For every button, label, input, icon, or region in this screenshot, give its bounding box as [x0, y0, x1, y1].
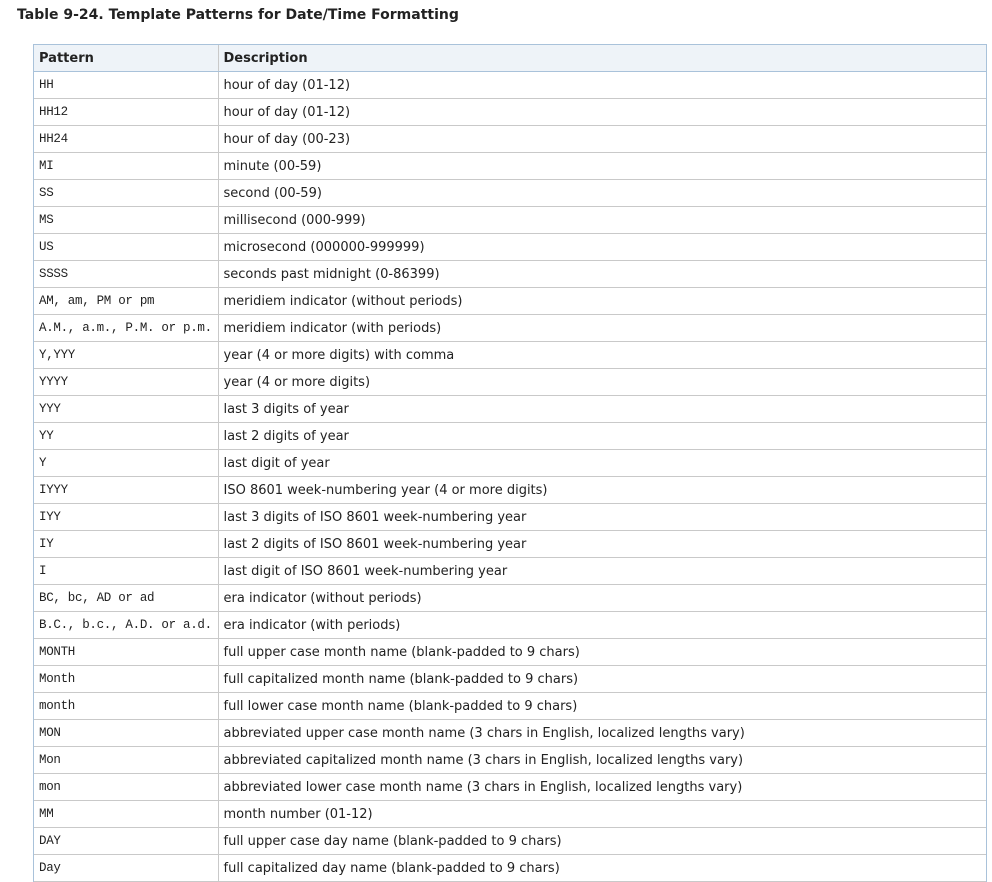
description-cell: era indicator (with periods) [218, 611, 986, 639]
table-title: Table 9-24. Template Patterns for Date/T… [17, 7, 459, 23]
description-cell: hour of day (01-12) [218, 71, 986, 99]
pattern-table: Pattern Description HH hour of day (01-12)… [34, 45, 986, 882]
pattern-cell: MM [34, 800, 219, 828]
pattern-cell: B.C., b.c., A.D. or a.d. [34, 611, 219, 639]
table-row: Month full capitalized month name (blank-… [34, 665, 986, 693]
table-row: MM month number (01-12) [34, 800, 986, 828]
table-row: SS second (00-59) [34, 179, 986, 207]
pattern-cell: Y [34, 449, 219, 477]
description-cell: seconds past midnight (0-86399) [218, 260, 986, 288]
table-frame: Pattern Description HH hour of day (01-12)… [33, 44, 987, 882]
pattern-cell: BC, bc, AD or ad [34, 584, 219, 612]
pattern-cell: IY [34, 530, 219, 558]
pattern-cell: HH12 [34, 98, 219, 126]
table-row: IYY last 3 digits of ISO 8601 week-number… [34, 503, 986, 531]
pattern-cell: SSSS [34, 260, 219, 288]
pattern-cell: A.M., a.m., P.M. or p.m. [34, 314, 219, 342]
table-row: YYY last 3 digits of year [34, 395, 986, 423]
pattern-cell: I [34, 557, 219, 585]
table-row: BC, bc, AD or ad era indicator (without p… [34, 584, 986, 612]
column-header: Description [218, 45, 986, 72]
description-cell: full upper case month name (blank-padded… [218, 638, 986, 666]
description-cell: abbreviated upper case month name (3 cha… [218, 719, 986, 747]
table-row: MS millisecond (000-999) [34, 206, 986, 234]
pattern-cell: YYY [34, 395, 219, 423]
description-cell: month number (01-12) [218, 800, 986, 828]
pattern-cell: YYYY [34, 368, 219, 396]
pattern-cell: US [34, 233, 219, 261]
description-cell: hour of day (00-23) [218, 125, 986, 153]
description-cell: meridiem indicator (without periods) [218, 287, 986, 315]
table-row: MON abbreviated upper case month name (3 … [34, 719, 986, 747]
column-header: Pattern [34, 45, 219, 72]
table-row: MI minute (00-59) [34, 152, 986, 180]
table-row: IYYY ISO 8601 week-numbering year (4 or m… [34, 476, 986, 504]
description-cell: second (00-59) [218, 179, 986, 207]
description-cell: last digit of ISO 8601 week-numbering ye… [218, 557, 986, 585]
description-cell: year (4 or more digits) [218, 368, 986, 396]
pattern-cell: IYYY [34, 476, 219, 504]
table-row: month full lower case month name (blank-p… [34, 692, 986, 720]
pattern-cell: mon [34, 773, 219, 801]
pattern-cell: IYY [34, 503, 219, 531]
description-cell: last 3 digits of year [218, 395, 986, 423]
pattern-cell: Day [34, 854, 219, 882]
description-cell: full lower case month name (blank-padded… [218, 692, 986, 720]
description-cell: full capitalized month name (blank-padde… [218, 665, 986, 693]
table-row: Day full capitalized day name (blank-padd… [34, 854, 986, 882]
table-row: AM, am, PM or pm meridiem indicator (with… [34, 287, 986, 315]
description-cell: minute (00-59) [218, 152, 986, 180]
description-cell: microsecond (000000-999999) [218, 233, 986, 261]
description-cell: year (4 or more digits) with comma [218, 341, 986, 369]
table-body: HH hour of day (01-12) HH12 hour of day (01… [34, 71, 986, 882]
pattern-cell: Mon [34, 746, 219, 774]
pattern-cell: HH [34, 71, 219, 99]
table-row: MONTH full upper case month name (blank-p… [34, 638, 986, 666]
pattern-cell: Month [34, 665, 219, 693]
description-cell: hour of day (01-12) [218, 98, 986, 126]
description-cell: last 2 digits of ISO 8601 week-numbering… [218, 530, 986, 558]
pattern-cell: Y,YYY [34, 341, 219, 369]
table-row: DAY full upper case day name (blank-padde… [34, 827, 986, 855]
description-cell: era indicator (without periods) [218, 584, 986, 612]
table-row: SSSS seconds past midnight (0-86399) [34, 260, 986, 288]
pattern-cell: MON [34, 719, 219, 747]
description-cell: abbreviated capitalized month name (3 ch… [218, 746, 986, 774]
table-row: mon abbreviated lower case month name (3 … [34, 773, 986, 801]
table-row: Mon abbreviated capitalized month name (3… [34, 746, 986, 774]
table-row: US microsecond (000000-999999) [34, 233, 986, 261]
pattern-cell: DAY [34, 827, 219, 855]
pattern-cell: SS [34, 179, 219, 207]
description-cell: abbreviated lower case month name (3 cha… [218, 773, 986, 801]
table-row: Y,YYY year (4 or more digits) with comma [34, 341, 986, 369]
table-row: YY last 2 digits of year [34, 422, 986, 450]
table-row: IY last 2 digits of ISO 8601 week-numberi… [34, 530, 986, 558]
pattern-cell: MI [34, 152, 219, 180]
table-row: HH hour of day (01-12) [34, 71, 986, 99]
pattern-cell: AM, am, PM or pm [34, 287, 219, 315]
table-row: HH12 hour of day (01-12) [34, 98, 986, 126]
pattern-cell: month [34, 692, 219, 720]
pattern-cell: YY [34, 422, 219, 450]
table-row: B.C., b.c., A.D. or a.d. era indicator (w… [34, 611, 986, 639]
pattern-cell: HH24 [34, 125, 219, 153]
table-row: YYYY year (4 or more digits) [34, 368, 986, 396]
description-cell: full upper case day name (blank-padded t… [218, 827, 986, 855]
table-row: HH24 hour of day (00-23) [34, 125, 986, 153]
description-cell: last 3 digits of ISO 8601 week-numbering… [218, 503, 986, 531]
description-cell: millisecond (000-999) [218, 206, 986, 234]
header-row: Pattern Description [34, 45, 986, 72]
description-cell: full capitalized day name (blank-padded … [218, 854, 986, 882]
description-cell: ISO 8601 week-numbering year (4 or more … [218, 476, 986, 504]
pattern-cell: MONTH [34, 638, 219, 666]
pattern-cell: MS [34, 206, 219, 234]
description-cell: last digit of year [218, 449, 986, 477]
table-row: A.M., a.m., P.M. or p.m. meridiem indicat… [34, 314, 986, 342]
description-cell: last 2 digits of year [218, 422, 986, 450]
description-cell: meridiem indicator (with periods) [218, 314, 986, 342]
